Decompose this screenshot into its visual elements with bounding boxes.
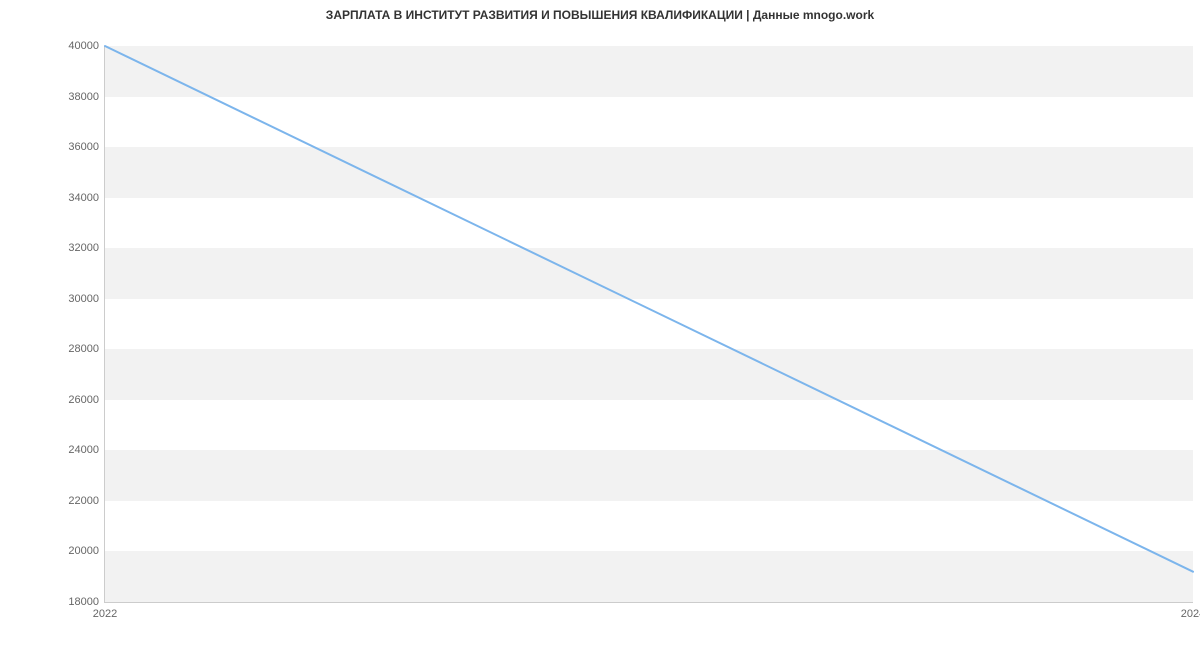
x-tick-label: 2024 [1181,602,1200,620]
series-line-salary [105,46,1193,572]
plot-area: 1800020000220002400026000280003000032000… [104,46,1193,603]
y-tick-label: 40000 [68,40,105,52]
y-tick-label: 26000 [68,394,105,406]
y-tick-label: 34000 [68,192,105,204]
salary-line-chart: ЗАРПЛАТА В ИНСТИТУТ РАЗВИТИЯ И ПОВЫШЕНИЯ… [0,0,1200,650]
y-tick-label: 36000 [68,141,105,153]
y-tick-label: 30000 [68,293,105,305]
y-tick-label: 38000 [68,91,105,103]
chart-line-layer [105,46,1193,602]
x-tick-label: 2022 [93,602,117,620]
chart-title: ЗАРПЛАТА В ИНСТИТУТ РАЗВИТИЯ И ПОВЫШЕНИЯ… [0,8,1200,22]
y-tick-label: 32000 [68,242,105,254]
y-tick-label: 28000 [68,343,105,355]
y-tick-label: 20000 [68,545,105,557]
y-tick-label: 24000 [68,444,105,456]
y-tick-label: 22000 [68,495,105,507]
